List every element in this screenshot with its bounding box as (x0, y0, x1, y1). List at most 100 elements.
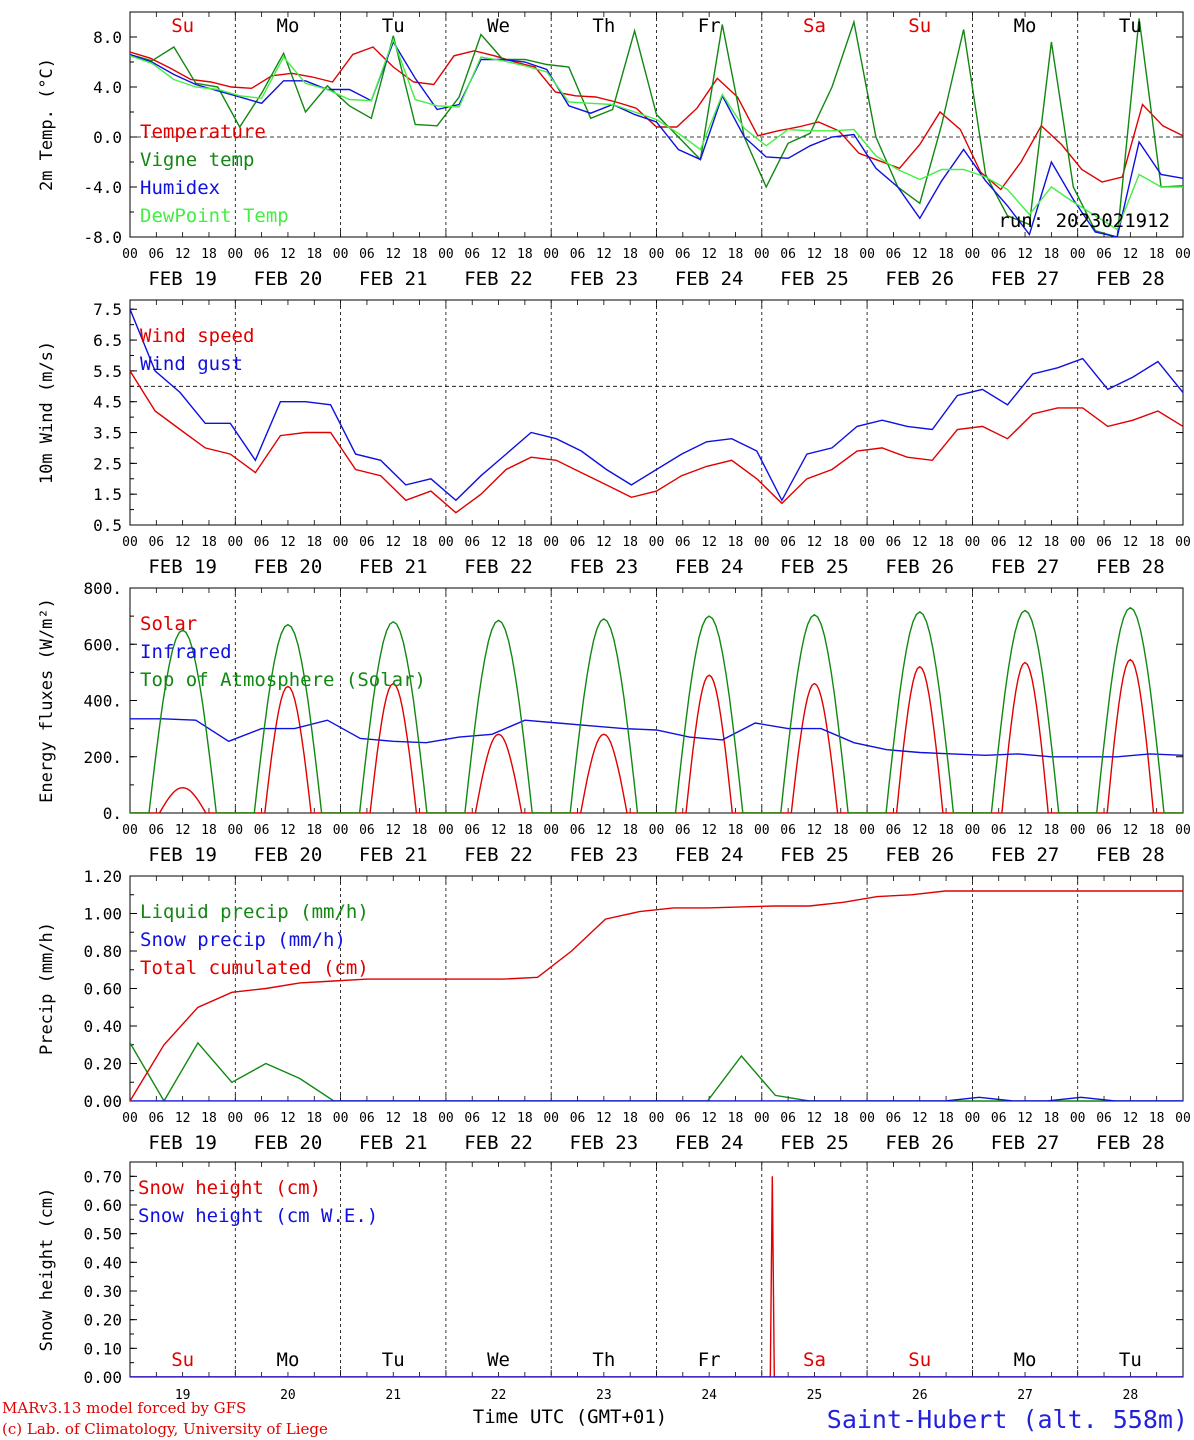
weekday-label: Su (908, 15, 931, 37)
series-line-blue (130, 1096, 1183, 1101)
hour-tick-label: 12 (596, 1111, 612, 1126)
bottom-day-number: 21 (385, 1388, 401, 1403)
day-label: FEB 27 (991, 844, 1060, 866)
hour-tick-label: 18 (1044, 535, 1060, 550)
hour-tick-label: 12 (1123, 535, 1139, 550)
weekday-label: We (487, 1349, 510, 1371)
hour-tick-label: 12 (807, 535, 823, 550)
bottom-day-number: 26 (912, 1388, 928, 1403)
hour-tick-label: 06 (886, 535, 902, 550)
bottom-day-number: 24 (701, 1388, 717, 1403)
hour-tick-label: 12 (807, 247, 823, 262)
hour-tick-label: 12 (701, 535, 717, 550)
weekday-label: Tu (382, 15, 405, 37)
y-tick-label: 0.80 (83, 942, 122, 961)
hour-tick-label: 06 (675, 823, 691, 838)
hour-tick-label: 00 (859, 823, 875, 838)
day-label: FEB 23 (570, 844, 639, 866)
legend-blue: Infrared (140, 641, 232, 663)
y-tick-label: 8.0 (93, 28, 122, 47)
legend-blue: Humidex (140, 177, 220, 199)
y-tick-label: 1.5 (93, 485, 122, 504)
weekday-label: Sa (803, 15, 826, 37)
hour-tick-label: 00 (965, 1111, 981, 1126)
day-label: FEB 27 (991, 556, 1060, 578)
hour-tick-label: 00 (122, 535, 138, 550)
hour-tick-label: 00 (965, 823, 981, 838)
hour-tick-label: 00 (333, 535, 349, 550)
hour-tick-label: 18 (1149, 1111, 1165, 1126)
hour-tick-label: 00 (438, 1111, 454, 1126)
hour-tick-label: 00 (333, 1111, 349, 1126)
hour-tick-label: 00 (859, 535, 875, 550)
bottom-day-number: 19 (175, 1388, 191, 1403)
hour-tick-label: 12 (175, 1111, 191, 1126)
hour-tick-label: 12 (385, 535, 401, 550)
hour-tick-label: 00 (227, 247, 243, 262)
hour-tick-label: 12 (912, 1111, 928, 1126)
hour-tick-label: 18 (622, 823, 638, 838)
hour-tick-label: 06 (359, 1111, 375, 1126)
hour-tick-label: 18 (412, 535, 428, 550)
hour-tick-label: 12 (491, 535, 507, 550)
hour-tick-label: 18 (1044, 823, 1060, 838)
hour-tick-label: 00 (649, 823, 665, 838)
hour-tick-label: 06 (148, 823, 164, 838)
hour-tick-label: 18 (412, 247, 428, 262)
hour-tick-label: 00 (227, 1111, 243, 1126)
hour-tick-label: 18 (938, 823, 954, 838)
run-annotation: run: 2023021912 (998, 210, 1170, 232)
weekday-label: Fr (698, 1349, 721, 1371)
bottom-day-number: 25 (807, 1388, 823, 1403)
hour-tick-label: 00 (438, 535, 454, 550)
hour-tick-label: 12 (385, 247, 401, 262)
hour-tick-label: 00 (649, 247, 665, 262)
y-tick-label: 0.20 (83, 1311, 122, 1330)
day-label: FEB 25 (780, 268, 849, 290)
weekday-label: Sa (803, 1349, 826, 1371)
bottom-day-number: 22 (491, 1388, 507, 1403)
hour-tick-label: 12 (175, 535, 191, 550)
weekday-label: Th (592, 15, 615, 37)
legend-green: Vigne temp (140, 149, 254, 171)
hour-tick-label: 00 (754, 1111, 770, 1126)
day-label: FEB 20 (254, 268, 323, 290)
hour-tick-label: 18 (1149, 247, 1165, 262)
hour-tick-label: 06 (780, 535, 796, 550)
weekday-label: Tu (382, 1349, 405, 1371)
hour-tick-label: 06 (991, 823, 1007, 838)
hour-tick-label: 00 (1175, 247, 1191, 262)
day-label: FEB 19 (148, 1132, 217, 1154)
hour-tick-label: 06 (991, 247, 1007, 262)
hour-tick-label: 06 (254, 247, 270, 262)
hour-tick-label: 12 (280, 247, 296, 262)
hour-tick-label: 06 (780, 1111, 796, 1126)
y-tick-label: 0.20 (83, 1055, 122, 1074)
series-line-green (130, 606, 1183, 813)
day-label: FEB 26 (885, 556, 954, 578)
day-label: FEB 22 (464, 844, 533, 866)
weekday-label: We (487, 15, 510, 37)
day-label: FEB 24 (675, 1132, 744, 1154)
hour-tick-label: 18 (833, 823, 849, 838)
y-tick-label: 0.5 (93, 516, 122, 535)
hour-tick-label: 18 (201, 1111, 217, 1126)
hour-tick-label: 00 (543, 535, 559, 550)
day-label: FEB 28 (1096, 844, 1165, 866)
y-tick-label: 600. (83, 635, 122, 654)
y-axis-label: 2m Temp. (°C) (37, 58, 57, 191)
y-tick-label: 0.70 (83, 1167, 122, 1186)
hour-tick-label: 06 (359, 535, 375, 550)
hour-tick-label: 18 (306, 535, 322, 550)
credit-line-2: (c) Lab. of Climatology, University of L… (2, 1420, 328, 1438)
y-tick-label: 0.60 (83, 1196, 122, 1215)
hour-tick-label: 06 (1096, 823, 1112, 838)
panel-2: 7.5 6.5 5.5 4.5 3.5 2.5 1.5 0.5 10m Wind (m/s) 00… (37, 299, 1191, 578)
y-tick-label: 0.40 (83, 1017, 122, 1036)
hour-tick-label: 18 (201, 535, 217, 550)
day-label: FEB 22 (464, 268, 533, 290)
day-label: FEB 24 (675, 268, 744, 290)
hour-tick-label: 06 (464, 1111, 480, 1126)
series-group (130, 606, 1183, 813)
